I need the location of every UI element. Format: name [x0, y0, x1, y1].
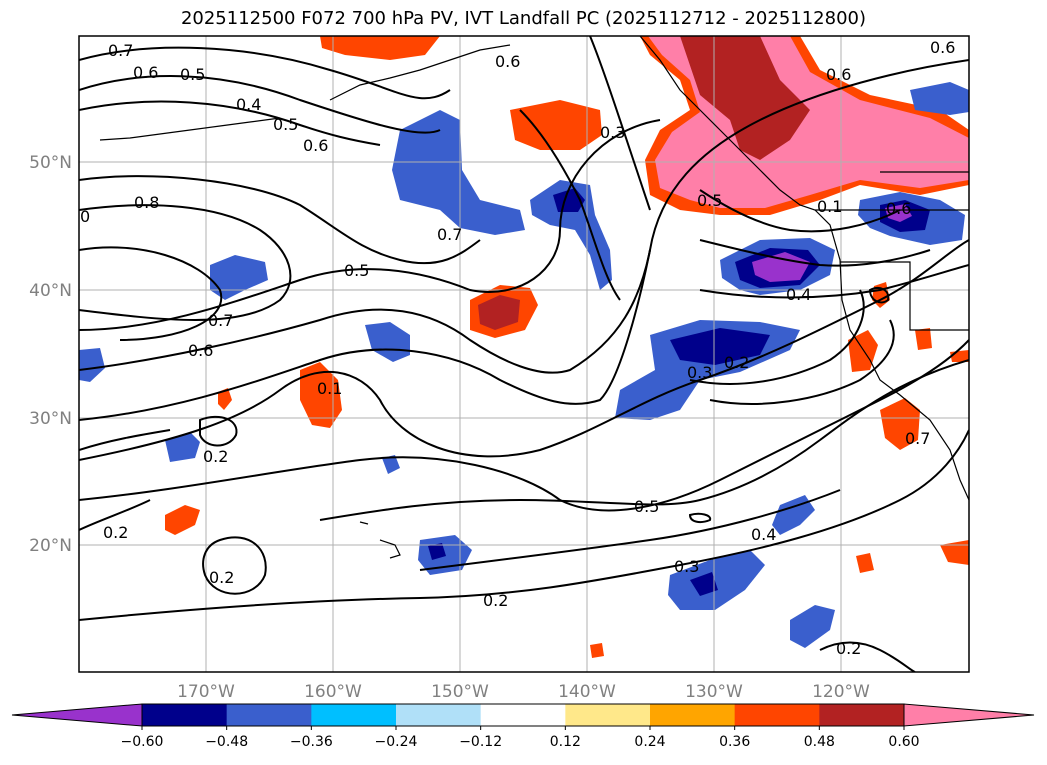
colorbar-extend-max — [903, 703, 1035, 727]
colorbar-tick-label: 0.24 — [634, 734, 665, 750]
colorbar-tick-label: −0.48 — [205, 734, 248, 750]
contour-label: 0.5 — [344, 261, 369, 280]
positive-anomaly-region — [856, 553, 874, 573]
positive-anomaly-region — [510, 100, 602, 150]
contour-label: 0.6 — [495, 52, 520, 71]
contour-label: 0.2 — [724, 353, 749, 372]
contour-label: 0.2 — [103, 523, 128, 542]
contour-label: 0 — [80, 207, 90, 226]
colorbar-segment — [565, 704, 651, 726]
contour-label: 0.4 — [236, 95, 261, 114]
lat-label: 30°N — [29, 409, 72, 429]
colorbar-tick-label: −0.12 — [459, 734, 502, 750]
colorbar-tick-label: 0.60 — [888, 734, 919, 750]
colorbar-segment — [142, 704, 228, 726]
contour-label: 0.5 — [180, 65, 205, 84]
contour-label: 0.7 — [208, 311, 233, 330]
positive-anomaly-region — [915, 328, 932, 350]
contour-label: 0.2 — [836, 639, 861, 658]
colorbar-tick-label: 0.12 — [550, 734, 581, 750]
positive-anomaly-region — [300, 362, 342, 428]
colorbar: −0.60 −0.48 −0.36 −0.24 −0.12 0.12 0.24 0.36 0.4… — [11, 703, 1035, 750]
longitude-labels: 170°W 160°W 150°W 140°W 130°W 120°W — [177, 682, 870, 702]
contour-label: 0.7 — [437, 225, 462, 244]
positive-anomaly-darkcore — [680, 36, 810, 160]
lat-label: 40°N — [29, 281, 72, 301]
colorbar-segment — [311, 704, 397, 726]
colorbar-tick-label: −0.60 — [121, 734, 164, 750]
contour-label: 0.6 — [930, 38, 955, 57]
lon-label: 160°W — [304, 682, 362, 702]
latitude-labels: 50°N 40°N 30°N 20°N — [29, 153, 72, 556]
contour-labels: 0.7 0.6 0.5 0.4 0.5 0.6 0.6 0.6 0.3 0.6 … — [80, 38, 955, 658]
lon-label: 170°W — [177, 682, 235, 702]
lat-label: 50°N — [29, 153, 72, 173]
contour-label: 0.6 — [133, 63, 158, 82]
negative-anomaly-region — [530, 180, 612, 290]
colorbar-tick-label: −0.36 — [290, 734, 333, 750]
figure-title: 2025112500 F072 700 hPa PV, IVT Landfall… — [180, 8, 867, 29]
positive-anomaly-region — [218, 388, 232, 410]
contour-label: 0.8 — [134, 193, 159, 212]
colorbar-segment — [819, 704, 905, 726]
negative-anomaly-region — [79, 348, 105, 382]
positive-anomaly-region — [880, 398, 920, 450]
contours — [79, 36, 969, 672]
shaded-regions — [79, 36, 969, 658]
negative-anomaly-region — [382, 455, 400, 474]
colorbar-extend-min — [11, 703, 143, 727]
contour-label: 0.3 — [600, 123, 625, 142]
contour-label: 0.7 — [905, 429, 930, 448]
positive-anomaly-region — [940, 540, 969, 565]
colorbar-segment — [226, 704, 312, 726]
contour-label: 0.3 — [674, 557, 699, 576]
lon-label: 150°W — [431, 682, 489, 702]
colorbar-outline — [141, 703, 905, 727]
colorbar-segment — [480, 704, 566, 726]
lon-label: 130°W — [685, 682, 743, 702]
colorbar-tick-label: −0.24 — [375, 734, 418, 750]
positive-anomaly-region — [165, 505, 200, 535]
colorbar-segment — [734, 704, 820, 726]
contour-label: 0.6 — [886, 199, 911, 218]
contour-label: 0.4 — [751, 525, 776, 544]
lon-label: 120°W — [812, 682, 870, 702]
contour-label: 0.5 — [697, 191, 722, 210]
positive-anomaly-region — [590, 643, 604, 658]
lat-label: 20°N — [29, 536, 72, 556]
contour-label: 0.6 — [188, 341, 213, 360]
negative-anomaly-region — [365, 322, 410, 362]
lon-label: 140°W — [558, 682, 616, 702]
negative-anomaly-region — [772, 495, 815, 535]
contour-label: 0.2 — [203, 447, 228, 466]
colorbar-segment — [396, 704, 482, 726]
contour-label: 0.5 — [273, 115, 298, 134]
contour-label: 0.2 — [209, 568, 234, 587]
contour-label: 0.1 — [317, 379, 342, 398]
negative-anomaly-region — [668, 550, 765, 610]
contour-label: 0.2 — [483, 591, 508, 610]
contour-label: 0.6 — [826, 65, 851, 84]
colorbar-tick-label: 0.36 — [719, 734, 750, 750]
negative-anomaly-region — [790, 605, 835, 648]
negative-anomaly-region — [910, 82, 969, 115]
gridlines — [79, 36, 969, 672]
negative-anomaly-region — [165, 432, 200, 462]
positive-anomaly-region — [320, 36, 440, 60]
contour-label: 0.4 — [786, 285, 811, 304]
colorbar-segment — [650, 704, 736, 726]
negative-anomaly-region — [210, 255, 268, 300]
contour-label: 0.7 — [108, 41, 133, 60]
contour-label: 0.5 — [634, 497, 659, 516]
colorbar-tick-label: 0.48 — [804, 734, 835, 750]
negative-anomaly-region — [392, 110, 525, 235]
coastlines — [99, 36, 969, 559]
map-frame — [78, 35, 970, 673]
contour-label: 0.6 — [303, 136, 328, 155]
contour-label: 0.1 — [817, 197, 842, 216]
contour-label: 0.3 — [687, 363, 712, 382]
